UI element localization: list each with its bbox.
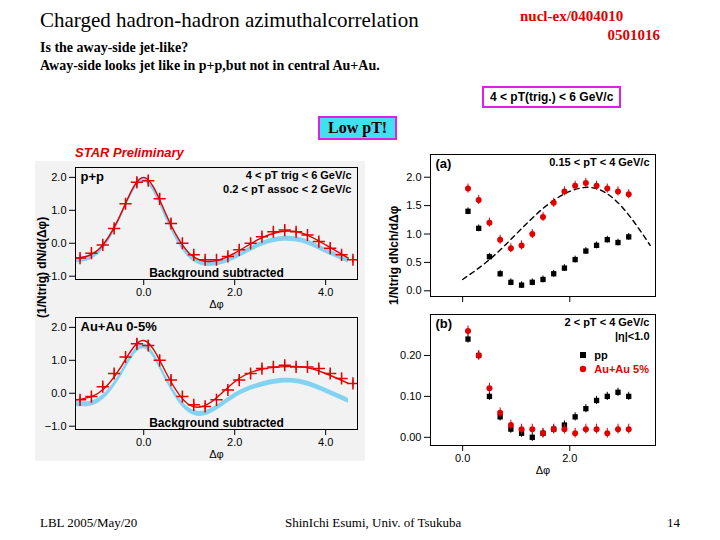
svg-text:Δφ: Δφ bbox=[209, 298, 223, 310]
svg-text:Background subtracted: Background subtracted bbox=[149, 266, 284, 280]
svg-text:0.5: 0.5 bbox=[406, 256, 421, 268]
svg-text:2 < pT < 4 GeV/c: 2 < pT < 4 GeV/c bbox=[565, 316, 650, 328]
html-text:4 < pT(trig.) < 6 GeV/c: 4 < pT(trig.) < 6 GeV/c bbox=[490, 90, 614, 104]
svg-text:0.0: 0.0 bbox=[455, 452, 470, 464]
svg-text:4 < pT trig < 6 GeV/c: 4 < pT trig < 6 GeV/c bbox=[246, 169, 352, 181]
html-text:Low pT!: Low pT! bbox=[328, 119, 388, 136]
svg-text:2.0: 2.0 bbox=[562, 452, 577, 464]
svg-text:0.00: 0.00 bbox=[400, 431, 421, 443]
svg-text:2.0: 2.0 bbox=[51, 171, 66, 183]
svg-text:1.0: 1.0 bbox=[406, 228, 421, 240]
svg-text:Δφ: Δφ bbox=[536, 464, 550, 476]
svg-text:0.0: 0.0 bbox=[51, 387, 66, 399]
svg-text:−1.0: −1.0 bbox=[44, 269, 67, 282]
svg-text:1.5: 1.5 bbox=[406, 199, 421, 211]
svg-text:0.15 < pT < 4 GeV/c: 0.15 < pT < 4 GeV/c bbox=[549, 156, 649, 168]
svg-text:−1.0: −1.0 bbox=[45, 420, 67, 432]
html-text:1/Ntrig dNch/dΔφ: 1/Ntrig dNch/dΔφ bbox=[387, 205, 401, 305]
svg-text:(b): (b) bbox=[436, 316, 453, 331]
html-text:STAR Preliminary: STAR Preliminary bbox=[75, 145, 184, 160]
svg-text:Background subtracted: Background subtracted bbox=[149, 416, 284, 430]
svg-text:2.0: 2.0 bbox=[406, 171, 421, 183]
svg-text:Au+Au 0-5%: Au+Au 0-5% bbox=[81, 319, 158, 334]
svg-text:4.0: 4.0 bbox=[318, 286, 333, 298]
html-text:LBL 2005/May/20: LBL 2005/May/20 bbox=[40, 515, 138, 530]
svg-text:2.0: 2.0 bbox=[227, 436, 242, 448]
svg-text:0.10: 0.10 bbox=[400, 390, 421, 402]
svg-text:0.0: 0.0 bbox=[136, 286, 151, 298]
svg-text:0.0: 0.0 bbox=[406, 284, 421, 296]
html-text:(1/Ntrig) dN/d(Δφ): (1/Ntrig) dN/d(Δφ) bbox=[35, 216, 49, 318]
svg-text:2.0: 2.0 bbox=[51, 321, 66, 333]
svg-text:Δφ: Δφ bbox=[209, 448, 223, 460]
html-text:Away-side looks jet like in p+: Away-side looks jet like in p+p,but not … bbox=[40, 58, 380, 73]
svg-text:4.0: 4.0 bbox=[318, 436, 333, 448]
svg-text:0.0: 0.0 bbox=[136, 436, 151, 448]
svg-text:2.0: 2.0 bbox=[227, 286, 242, 298]
svg-text:1.0: 1.0 bbox=[51, 354, 66, 366]
html-text:nucl-ex/0404010: nucl-ex/0404010 bbox=[520, 8, 624, 24]
svg-text:0.2 < pT assoc < 2 GeV/c: 0.2 < pT assoc < 2 GeV/c bbox=[223, 183, 351, 195]
svg-text:p+p: p+p bbox=[81, 169, 105, 184]
html-text:pp: pp bbox=[594, 349, 608, 361]
svg-text:|η|<1.0: |η|<1.0 bbox=[615, 330, 650, 342]
html-text:0501016: 0501016 bbox=[607, 27, 660, 43]
svg-text:0.20: 0.20 bbox=[400, 349, 421, 361]
html-text:Au+Au 5%: Au+Au 5% bbox=[594, 363, 649, 375]
svg-text:(a): (a) bbox=[436, 156, 452, 171]
svg-text:0.0: 0.0 bbox=[51, 237, 66, 249]
html-text:Charged hadron-hadron azimutha: Charged hadron-hadron azimuthalcorrelati… bbox=[40, 8, 419, 32]
html-text:14: 14 bbox=[667, 515, 680, 530]
svg-text:1.0: 1.0 bbox=[51, 204, 66, 216]
html-text:ShinIchi Esumi, Univ. of Tsuku: ShinIchi Esumi, Univ. of Tsukuba bbox=[285, 515, 462, 530]
html-text:Is the away-side jet-like?: Is the away-side jet-like? bbox=[40, 40, 189, 55]
